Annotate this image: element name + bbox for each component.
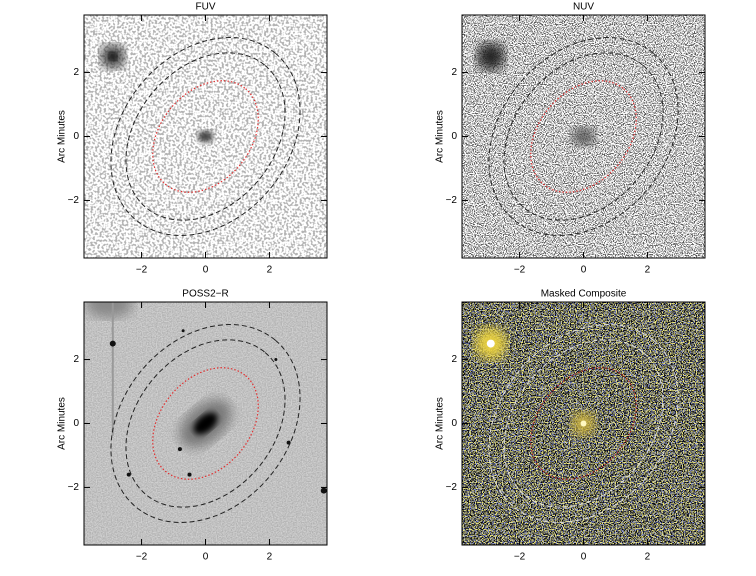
x-tick-label: 2 — [645, 552, 651, 563]
y-axis-label: Arc Minutes — [435, 397, 446, 450]
outer-aperture — [488, 324, 679, 523]
y-tick-label: −2 — [446, 195, 458, 206]
y-tick-label: 0 — [451, 131, 457, 142]
y-tick-label: −2 — [68, 482, 80, 493]
x-tick-label: 0 — [203, 265, 209, 276]
star — [109, 340, 116, 347]
y-tick-label: 0 — [73, 131, 79, 142]
y-tick-label: 0 — [451, 418, 457, 429]
inner-aperture — [503, 52, 664, 221]
x-tick-label: 2 — [645, 265, 651, 276]
panel-title: POSS2−R — [182, 289, 228, 300]
spike — [111, 302, 114, 436]
y-tick-label: −2 — [446, 482, 458, 493]
inner-aperture — [125, 339, 286, 508]
galaxy-core — [580, 420, 587, 427]
galaxy-aperture — [530, 80, 637, 193]
star — [286, 440, 291, 445]
x-tick-label: 2 — [267, 265, 273, 276]
panel: FUV Arc Minutes −2 0 2 −2 0 2 — [57, 2, 328, 276]
star — [126, 472, 131, 477]
x-tick-label: 0 — [581, 265, 587, 276]
outer-aperture — [110, 324, 301, 523]
y-tick-label: 0 — [73, 418, 79, 429]
y-tick-label: 2 — [73, 67, 79, 78]
galaxy-aperture — [152, 80, 259, 193]
galaxy-aperture — [530, 367, 637, 480]
galaxy — [193, 412, 218, 435]
outer-aperture — [488, 37, 679, 236]
galaxy-aperture — [152, 367, 259, 480]
x-tick-label: −2 — [514, 552, 526, 563]
panel: NUV Arc Minutes −2 0 2 −2 0 2 — [435, 2, 706, 276]
sky-image — [462, 15, 705, 258]
panel: POSS2−R Arc Minutes −2 0 2 −2 0 2 — [57, 289, 328, 563]
x-tick-label: 0 — [203, 552, 209, 563]
galaxy — [571, 127, 596, 146]
sky-image — [84, 15, 327, 258]
inner-aperture — [503, 339, 664, 508]
star — [181, 329, 185, 333]
y-tick-label: 2 — [451, 354, 457, 365]
star — [274, 358, 278, 362]
star-core — [108, 52, 117, 61]
y-axis-label: Arc Minutes — [57, 397, 68, 450]
y-tick-label: −2 — [68, 195, 80, 206]
y-axis-label: Arc Minutes — [435, 110, 446, 163]
galaxy — [197, 130, 214, 143]
y-tick-label: 2 — [451, 67, 457, 78]
star-core — [486, 339, 495, 348]
panel-title: FUV — [196, 2, 216, 13]
panel: Masked Composite Arc Minutes −2 0 2 −2 0 2 — [435, 289, 706, 563]
star — [187, 472, 192, 477]
x-tick-label: 2 — [267, 552, 273, 563]
x-tick-label: −2 — [136, 552, 148, 563]
star — [177, 447, 182, 452]
star — [320, 487, 327, 494]
x-tick-label: −2 — [514, 265, 526, 276]
panel-title: NUV — [573, 2, 594, 13]
sky-image — [84, 302, 327, 545]
y-tick-label: 2 — [73, 354, 79, 365]
star — [476, 42, 505, 71]
x-tick-label: −2 — [136, 265, 148, 276]
x-tick-label: 0 — [581, 552, 587, 563]
panel-title: Masked Composite — [541, 289, 627, 300]
outer-aperture — [110, 37, 301, 236]
y-axis-label: Arc Minutes — [57, 110, 68, 163]
sky-image — [462, 302, 705, 545]
spike — [85, 302, 133, 318]
